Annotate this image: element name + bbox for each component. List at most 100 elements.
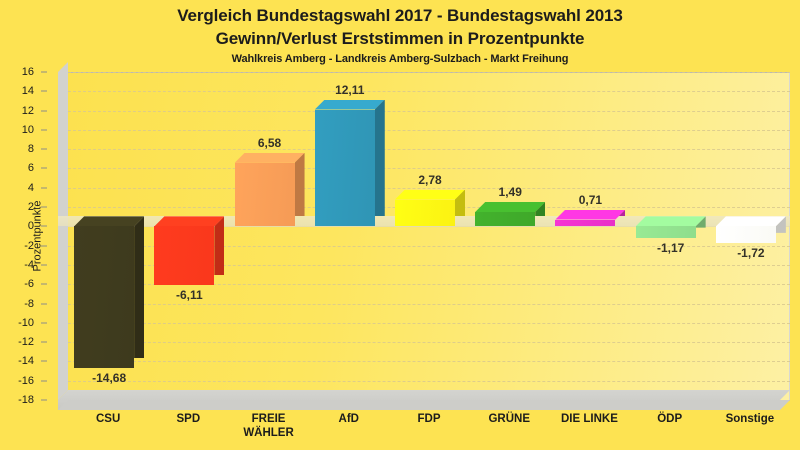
y-axis-tick-mark <box>41 341 47 343</box>
bar-spd[interactable] <box>154 216 225 286</box>
bar-value-label: -1,17 <box>656 240 685 255</box>
y-axis-tick-mark <box>41 71 47 73</box>
gridline <box>68 72 790 73</box>
plot-floor-front <box>58 400 790 410</box>
bar-value-label: 0,71 <box>578 192 603 207</box>
x-axis-tick-label: Sonstige <box>710 412 790 426</box>
x-axis-tick-label: FREIE WÄHLER <box>228 412 308 440</box>
x-axis-tick-label-line: CSU <box>95 413 121 425</box>
y-axis-tick-label: 0 <box>27 220 34 233</box>
y-axis-tick-label: -10 <box>18 316 34 329</box>
bar-top-face <box>74 216 144 226</box>
bar-group: 12,11 <box>314 72 385 400</box>
y-axis-tick-label: 2 <box>27 201 34 214</box>
y-axis-labels: 16 14 12 10 8 6 4 2 0 -2 -4 -6 -8 -10 -12 -14 -16 -18 <box>0 62 47 410</box>
y-axis-tick-mark <box>41 245 47 247</box>
bar-top-face <box>395 190 465 200</box>
gridline <box>68 264 790 266</box>
plot-left-wall <box>58 62 68 400</box>
bar-fdp[interactable] <box>395 189 465 227</box>
x-axis-tick-label-line: FDP <box>417 413 441 425</box>
y-axis-tick-mark <box>41 167 47 169</box>
bar-sonstige[interactable] <box>715 216 786 243</box>
x-axis-tick-label: FDP <box>389 412 469 426</box>
bar-grüne[interactable] <box>475 201 546 227</box>
bar-front-face <box>234 162 295 227</box>
y-axis-title-wrap: Prozentpunkte <box>31 62 56 410</box>
bar-side-face <box>134 216 145 358</box>
bar-side-face <box>374 99 385 217</box>
y-axis-tick-mark <box>41 148 47 150</box>
x-axis-tick-label-line: DIE LINKE <box>561 413 618 425</box>
y-axis-tick-label: 12 <box>21 104 34 117</box>
y-axis-tick-label: -12 <box>18 336 34 349</box>
x-axis-tick-label-line: FREIE <box>251 413 286 425</box>
gridline <box>68 245 790 247</box>
x-axis-tick-label: SPD <box>148 412 228 426</box>
bar-group: -1,17 <box>635 72 706 400</box>
bar-group: -6,11 <box>154 72 225 400</box>
x-axis-tick-label: GRÜNE <box>469 412 549 426</box>
bar-top-face <box>716 216 786 226</box>
bar-afd[interactable] <box>314 99 385 227</box>
bar-front-face <box>715 226 776 243</box>
y-axis-tick-label: -2 <box>24 239 34 252</box>
gridline <box>68 187 790 189</box>
plot-right-edge <box>789 72 790 400</box>
gridline <box>68 322 790 324</box>
chart-title-line-1: Vergleich Bundestagswahl 2017 - Bundesta… <box>177 6 623 25</box>
bar-front-face <box>555 219 616 227</box>
bar-value-label: 1,49 <box>498 184 522 199</box>
bar-value-label: -14,68 <box>92 370 127 385</box>
y-axis-tick-mark <box>41 110 47 112</box>
bar-side-face <box>695 216 706 228</box>
bar-group: -1,72 <box>715 72 786 400</box>
y-axis-tick-mark <box>41 303 47 305</box>
y-axis-tick-label: -16 <box>18 374 34 387</box>
y-axis-tick-label: -14 <box>18 355 34 368</box>
bar-ödp[interactable] <box>635 216 706 238</box>
y-axis-tick-mark <box>41 225 47 227</box>
bar-side-face <box>775 216 786 233</box>
bar-front-face <box>635 226 696 238</box>
bar-side-face <box>214 216 225 276</box>
y-axis-tick-label: 16 <box>21 66 34 78</box>
bar-value-label: 2,78 <box>418 172 442 187</box>
y-axis-tick-label: 10 <box>21 123 34 136</box>
bar-group: 0,71 <box>555 72 626 400</box>
bar-front-face <box>475 211 536 227</box>
y-axis-tick-mark <box>41 360 47 362</box>
y-axis-tick-label: 8 <box>27 143 34 156</box>
bar-series: -14,68 -6,11 6,58 12,11 2,78 1,49 0,71 -1,17 -1,… <box>68 72 790 400</box>
y-axis-tick-mark <box>41 380 47 382</box>
bar-value-label: -6,11 <box>175 288 203 303</box>
x-axis-tick-label-line: WÄHLER <box>243 427 294 439</box>
y-axis-tick-mark <box>41 399 47 401</box>
bar-csu[interactable] <box>74 216 145 368</box>
gridline-zero <box>68 226 790 228</box>
gridline <box>68 284 790 286</box>
y-axis-tick-label: -6 <box>24 278 34 291</box>
bar-top-face <box>475 202 545 212</box>
bar-top-face <box>235 153 305 163</box>
y-axis-tick-label: -8 <box>24 297 34 310</box>
bar-die-linke[interactable] <box>555 209 626 227</box>
bar-front-face <box>74 226 135 368</box>
bar-group: 2,78 <box>395 72 465 400</box>
bar-group: 6,58 <box>234 72 305 400</box>
y-axis-tick-mark <box>41 283 47 285</box>
bar-freie-wähler[interactable] <box>234 152 305 227</box>
x-axis-tick-label: ÖDP <box>630 412 710 426</box>
y-axis-tick-mark <box>41 90 47 92</box>
gridline <box>68 149 790 151</box>
gridline <box>68 168 790 170</box>
gridline <box>68 129 790 131</box>
y-axis-tick-label: -4 <box>24 258 34 271</box>
gridline <box>68 110 790 112</box>
x-axis-tick-label: DIE LINKE <box>549 412 629 426</box>
chart-subtitle: Wahlkreis Amberg - Landkreis Amberg-Sulz… <box>231 53 569 65</box>
bar-front-face <box>154 226 215 286</box>
bar-top-face <box>315 100 385 110</box>
bar-top-face <box>636 216 706 226</box>
